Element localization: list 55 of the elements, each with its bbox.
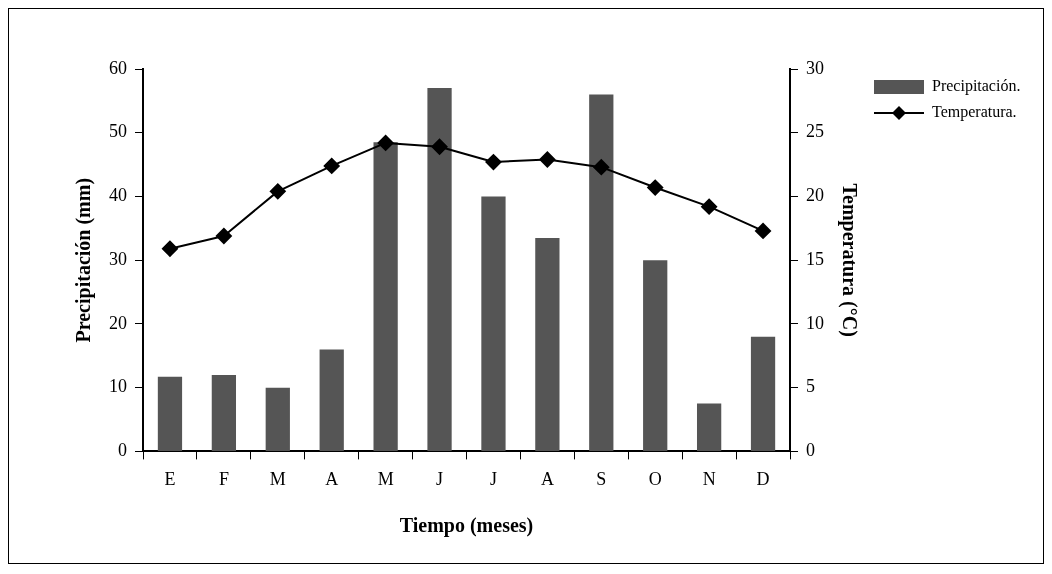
y-axis-title: Precipitación (mm)	[72, 177, 96, 343]
y2-tick-label: 30	[806, 57, 824, 78]
bar	[696, 403, 722, 451]
point	[755, 222, 772, 239]
y-tick-label: 10	[109, 376, 127, 397]
point	[377, 134, 394, 151]
x-tick-label: F	[218, 468, 229, 489]
y2-tick-label: 15	[806, 248, 824, 269]
x-tick-label: J	[436, 468, 444, 489]
bar	[589, 94, 614, 451]
legend-label: Precipitación.	[932, 77, 1021, 96]
y-tick-label: 40	[109, 185, 127, 206]
x-tick-label: O	[648, 468, 662, 489]
bar	[211, 374, 237, 451]
x-tick-label: A	[540, 468, 554, 489]
bar	[319, 349, 344, 451]
point	[161, 240, 178, 257]
y-tick-label: 30	[109, 248, 127, 269]
point	[215, 227, 232, 244]
y2-tick-label: 0	[806, 440, 815, 461]
x-tick-label: A	[325, 468, 339, 489]
bar	[535, 237, 560, 451]
bar	[427, 88, 452, 451]
point	[323, 157, 340, 174]
y2-tick-label: 20	[806, 185, 824, 206]
x-tick-label: J	[489, 468, 497, 489]
point	[431, 138, 448, 155]
bar	[481, 196, 506, 451]
x-tick-label: N	[702, 468, 716, 489]
y2-tick-label: 25	[806, 121, 824, 142]
y-tick-label: 50	[109, 121, 127, 142]
x-tick-label: M	[269, 468, 286, 489]
point	[647, 179, 664, 196]
x-tick-label: S	[596, 468, 607, 489]
y2-axis-title: Temperatura (°C)	[837, 183, 861, 337]
x-axis-title: Tiempo (meses)	[399, 514, 534, 538]
point	[701, 198, 718, 215]
point	[593, 159, 610, 176]
bar	[643, 260, 668, 451]
legend-label: Temperatura.	[932, 103, 1017, 122]
bar	[265, 387, 290, 451]
y2-tick-label: 5	[806, 376, 815, 397]
y-tick-label: 60	[109, 57, 127, 78]
y-tick-label: 0	[118, 440, 127, 461]
y2-tick-label: 10	[806, 312, 824, 333]
bar	[373, 142, 398, 451]
x-tick-label: E	[164, 468, 176, 489]
point	[485, 154, 502, 171]
bar	[157, 376, 183, 451]
bar	[750, 336, 776, 451]
y-tick-label: 20	[109, 312, 127, 333]
x-tick-label: M	[377, 468, 394, 489]
point	[539, 151, 556, 168]
x-tick-label: D	[756, 468, 770, 489]
point	[269, 183, 286, 200]
